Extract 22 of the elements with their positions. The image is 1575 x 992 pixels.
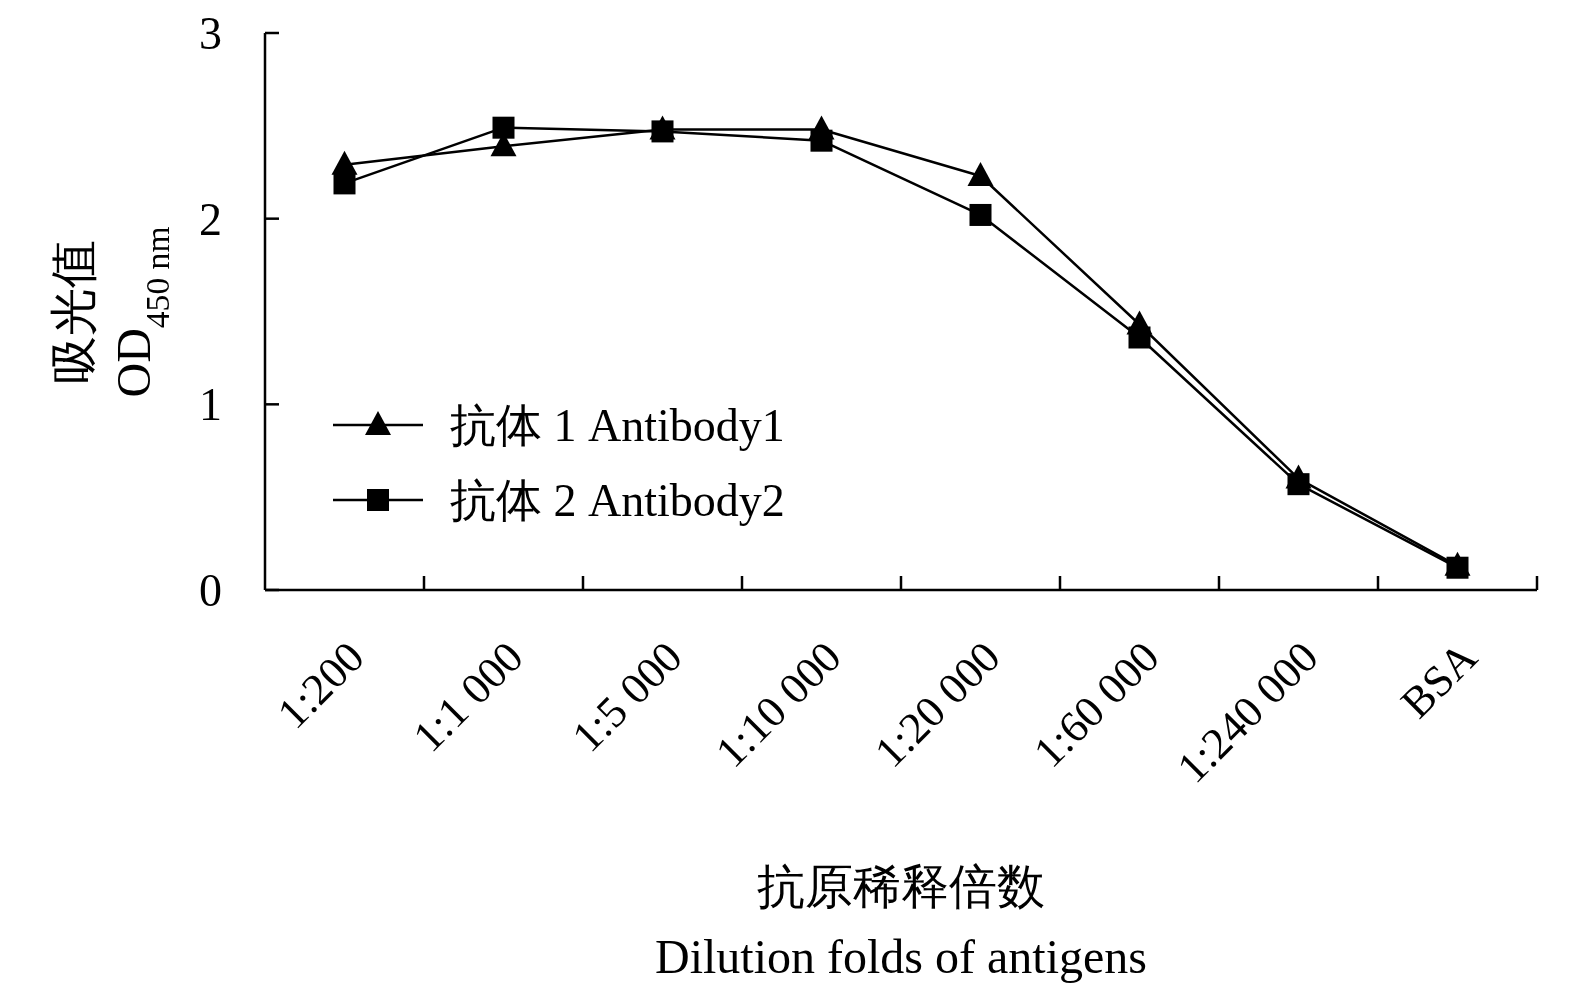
x-axis-title: 抗原稀释倍数 Dilution folds of antigens <box>655 860 1147 983</box>
y-tick-label: 0 <box>199 565 222 616</box>
x-tick-label: 1:60 000 <box>1024 632 1169 777</box>
y-tick-label: 2 <box>199 193 222 245</box>
point <box>1446 556 1469 579</box>
y-tick-label: 1 <box>199 379 222 431</box>
x-tick-label: 1:1 000 <box>403 632 533 762</box>
point <box>969 203 992 226</box>
point <box>1128 326 1151 349</box>
x-tick-label: 1:5 000 <box>562 632 692 762</box>
x-tick-label: BSA <box>1391 632 1487 728</box>
point <box>333 172 356 195</box>
point <box>492 116 515 139</box>
legend-label: 抗体 2 Antibody2 <box>450 475 785 526</box>
x-tick-label: 1:20 000 <box>865 632 1010 777</box>
point <box>810 129 833 152</box>
point <box>651 120 674 143</box>
point <box>1287 473 1310 496</box>
legend-label: 抗体 1 Antibody1 <box>450 400 785 451</box>
y-tick-label: 3 <box>199 8 222 59</box>
point <box>967 161 994 186</box>
x-tick-label: 1:10 000 <box>706 632 851 777</box>
